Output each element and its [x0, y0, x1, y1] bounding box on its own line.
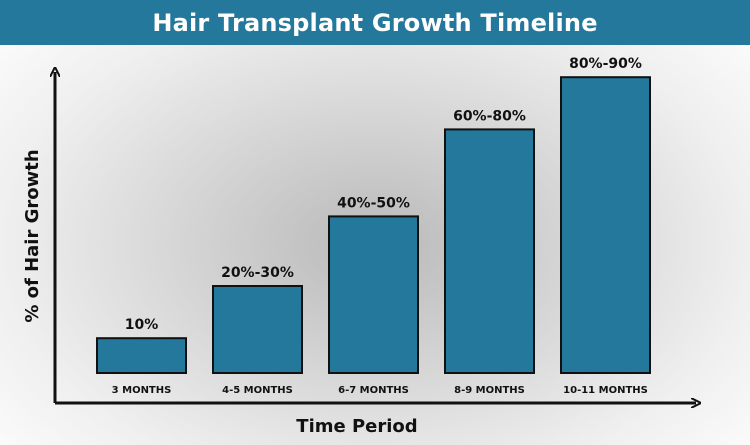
bar-value-label: 40%-50%: [337, 195, 410, 211]
bar-1: [96, 337, 187, 375]
bar-value-label: 80%-90%: [569, 56, 642, 72]
chart-title-bar: Hair Transplant Growth Timeline: [0, 0, 750, 45]
x-tick-label: 10-11 MONTHS: [563, 385, 648, 396]
x-tick-label: 8-9 MONTHS: [454, 385, 525, 396]
bar-2: [212, 285, 303, 374]
x-tick-label: 4-5 MONTHS: [222, 385, 293, 396]
bars-group: 10% 3 MONTHS 20%-30% 4-5 MONTHS 40%-50% 6-7 M…: [96, 56, 651, 396]
x-tick-label: 3 MONTHS: [112, 385, 172, 396]
chart-title: Hair Transplant Growth Timeline: [152, 8, 598, 37]
bar-value-label: 10%: [125, 317, 159, 333]
bar-5: [560, 76, 651, 374]
bar-3: [328, 215, 419, 374]
y-axis-label: % of Hair Growth: [22, 149, 43, 322]
x-tick-label: 6-7 MONTHS: [338, 385, 409, 396]
x-axis-label: Time Period: [296, 416, 417, 437]
bar-value-label: 20%-30%: [221, 265, 294, 281]
bar-value-label: 60%-80%: [453, 108, 526, 124]
bar-4: [444, 128, 535, 374]
